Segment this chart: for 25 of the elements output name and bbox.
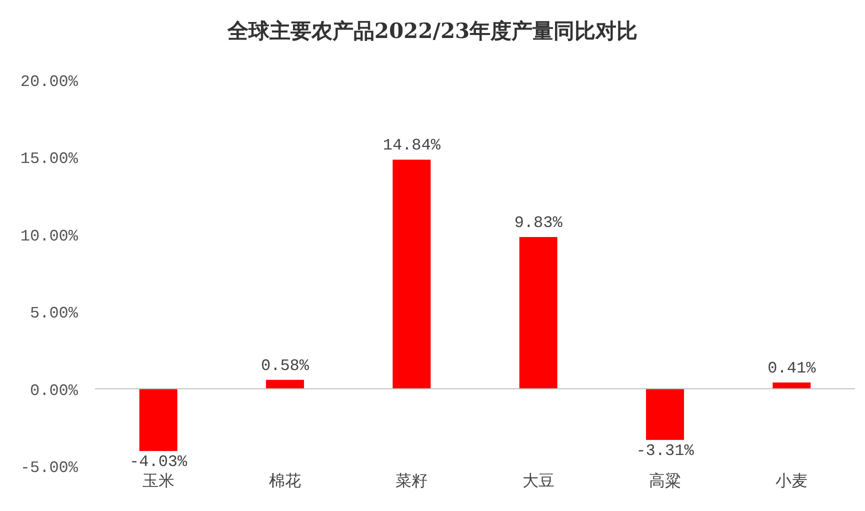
y-tick-label: 15.00% (20, 150, 78, 168)
bar (646, 388, 684, 440)
data-label: 14.84% (382, 136, 441, 155)
y-tick-label: 0.00% (30, 382, 78, 400)
data-label: 9.83% (514, 214, 563, 232)
y-tick-label: 10.00% (20, 227, 78, 246)
data-label: 0.58% (260, 356, 310, 375)
bar (392, 160, 431, 389)
bar (772, 382, 811, 389)
data-label: -3.31% (636, 442, 694, 460)
x-tick-label: 小麦 (776, 471, 808, 490)
data-label: -4.03% (130, 453, 188, 472)
x-tick-label: 大豆 (522, 471, 554, 490)
bar (519, 237, 558, 389)
x-tick-label: 菜籽 (396, 471, 428, 490)
y-tick-label: 20.00% (20, 73, 78, 91)
y-tick-label: -5.00% (20, 459, 78, 477)
x-tick-label: 棉花 (269, 471, 301, 490)
x-tick-label: 玉米 (142, 471, 174, 490)
y-tick-label: 5.00% (30, 304, 78, 323)
bar (139, 388, 178, 452)
x-tick-label: 高粱 (649, 471, 681, 490)
chart-title: 全球主要农产品2022/23年度产量同比对比 (226, 18, 638, 43)
bar (266, 380, 304, 389)
data-label: 0.41% (768, 359, 816, 378)
